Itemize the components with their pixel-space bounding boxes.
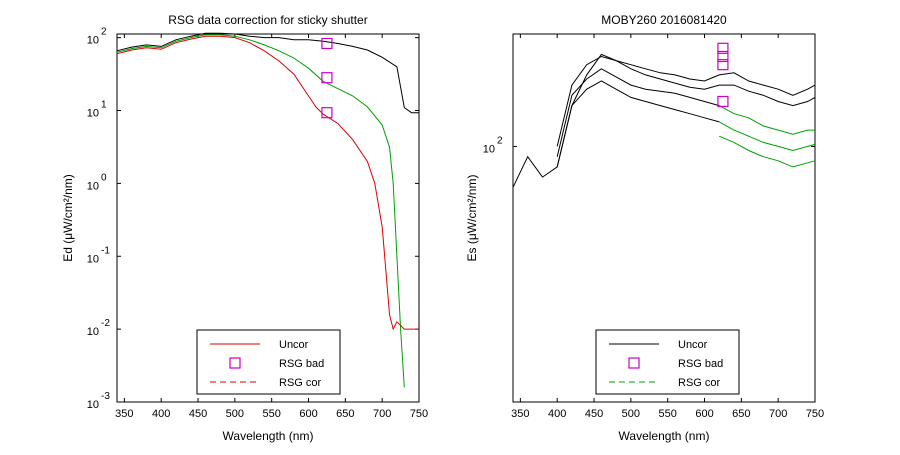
right-y-axis-label: Es (μW/cm²/nm) bbox=[465, 175, 479, 262]
right-x-tick-label: 350 bbox=[511, 408, 529, 420]
left-x-axis-label: Wavelength (nm) bbox=[223, 429, 314, 443]
left-y-tick-label: 10 bbox=[87, 35, 99, 47]
left-y-tick-label: 10 bbox=[87, 399, 99, 411]
right-series-line-4 bbox=[718, 105, 815, 135]
right-series-line-1 bbox=[556, 55, 816, 147]
left-x-ticks: 350 400 450 500 550 600 650 700 750 bbox=[115, 34, 428, 420]
left-y-tick-exponent: -2 bbox=[101, 318, 110, 329]
left-y-tick-exponent: -3 bbox=[101, 391, 110, 402]
right-rsg-bad-marker bbox=[717, 59, 729, 71]
left-legend-box bbox=[196, 329, 341, 395]
right-legend-swatch-square bbox=[628, 357, 640, 369]
left-x-tick-label: 400 bbox=[152, 408, 170, 420]
right-x-tick-label: 400 bbox=[548, 408, 566, 420]
left-x-tick-label: 350 bbox=[115, 408, 133, 420]
left-chart-title: RSG data correction for sticky shutter bbox=[168, 13, 367, 27]
left-x-tick-label: 700 bbox=[373, 408, 391, 420]
right-rsg-bad-marker bbox=[717, 95, 729, 108]
right-x-tick-label: 600 bbox=[695, 408, 713, 420]
right-chart-title: MOBY260 2016081420 bbox=[601, 13, 727, 27]
left-legend-label: RSG bad bbox=[279, 358, 324, 370]
left-y-tick-label: 10 bbox=[87, 253, 99, 265]
right-rsg-bad-marker bbox=[717, 42, 729, 54]
left-rsg-bad-marker bbox=[321, 72, 333, 84]
right-x-tick-label: 750 bbox=[806, 408, 824, 420]
right-rsg-bad-marker bbox=[717, 50, 729, 63]
left-x-tick-label: 600 bbox=[299, 408, 317, 420]
left-y-tick-exponent: 2 bbox=[101, 27, 107, 38]
right-legend: Uncor RSG bad RSG cor bbox=[595, 329, 740, 395]
left-y-tick-label: 10 bbox=[87, 326, 99, 338]
right-plot-panel: MOBY260 2016081420 Wavelength (nm) Es (μ… bbox=[465, 13, 824, 443]
right-x-ticks: 350 400 450 500 550 600 650 700 750 bbox=[511, 34, 824, 420]
left-y-axis-label: Ed (μW/cm²/nm) bbox=[61, 174, 75, 262]
left-series-line-0 bbox=[116, 32, 419, 114]
left-rsg-bad-marker bbox=[321, 107, 333, 119]
left-series-line-1 bbox=[116, 34, 405, 388]
left-legend-label: Uncor bbox=[279, 339, 309, 351]
right-series-line-5 bbox=[718, 121, 816, 152]
left-rsg-bad-markers bbox=[321, 37, 333, 119]
right-legend-label: RSG cor bbox=[678, 377, 721, 389]
left-x-tick-label: 450 bbox=[189, 408, 207, 420]
right-series-line-2 bbox=[556, 68, 720, 157]
right-y-tick-exponent: 2 bbox=[497, 135, 503, 146]
left-y-tick-exponent: -1 bbox=[101, 245, 110, 256]
right-legend-label: RSG bad bbox=[678, 358, 723, 370]
left-legend: Uncor RSG bad RSG cor bbox=[196, 329, 341, 395]
left-rsg-bad-marker bbox=[321, 37, 333, 50]
left-x-tick-label: 550 bbox=[263, 408, 281, 420]
right-legend-label: Uncor bbox=[678, 339, 708, 351]
left-y-tick-label: 10 bbox=[87, 108, 99, 120]
right-series-line-6 bbox=[719, 135, 816, 168]
right-series-line-3 bbox=[556, 80, 720, 168]
right-x-tick-label: 500 bbox=[622, 408, 640, 420]
right-series-lines bbox=[512, 53, 816, 188]
right-x-tick-label: 650 bbox=[732, 408, 750, 420]
left-y-tick-label: 10 bbox=[87, 180, 99, 192]
left-series-lines bbox=[116, 32, 419, 388]
left-x-tick-label: 650 bbox=[336, 408, 354, 420]
left-legend-label: RSG cor bbox=[279, 377, 322, 389]
right-y-tick-label: 10 bbox=[483, 143, 495, 155]
left-plot-panel: RSG data correction for sticky shutter W… bbox=[61, 13, 428, 443]
left-y-tick-exponent: 1 bbox=[101, 100, 107, 111]
right-x-tick-label: 450 bbox=[585, 408, 603, 420]
right-x-axis-label: Wavelength (nm) bbox=[619, 429, 710, 443]
right-rsg-bad-markers bbox=[717, 42, 729, 108]
right-x-tick-label: 700 bbox=[769, 408, 787, 420]
left-x-tick-label: 500 bbox=[226, 408, 244, 420]
right-x-tick-label: 550 bbox=[659, 408, 677, 420]
left-x-tick-label: 750 bbox=[410, 408, 428, 420]
left-y-tick-exponent: 0 bbox=[101, 172, 107, 183]
left-series-line-2 bbox=[116, 35, 419, 331]
right-y-ticks: 102 bbox=[483, 135, 815, 155]
left-legend-swatch-square bbox=[229, 357, 241, 369]
right-legend-box bbox=[595, 329, 740, 395]
